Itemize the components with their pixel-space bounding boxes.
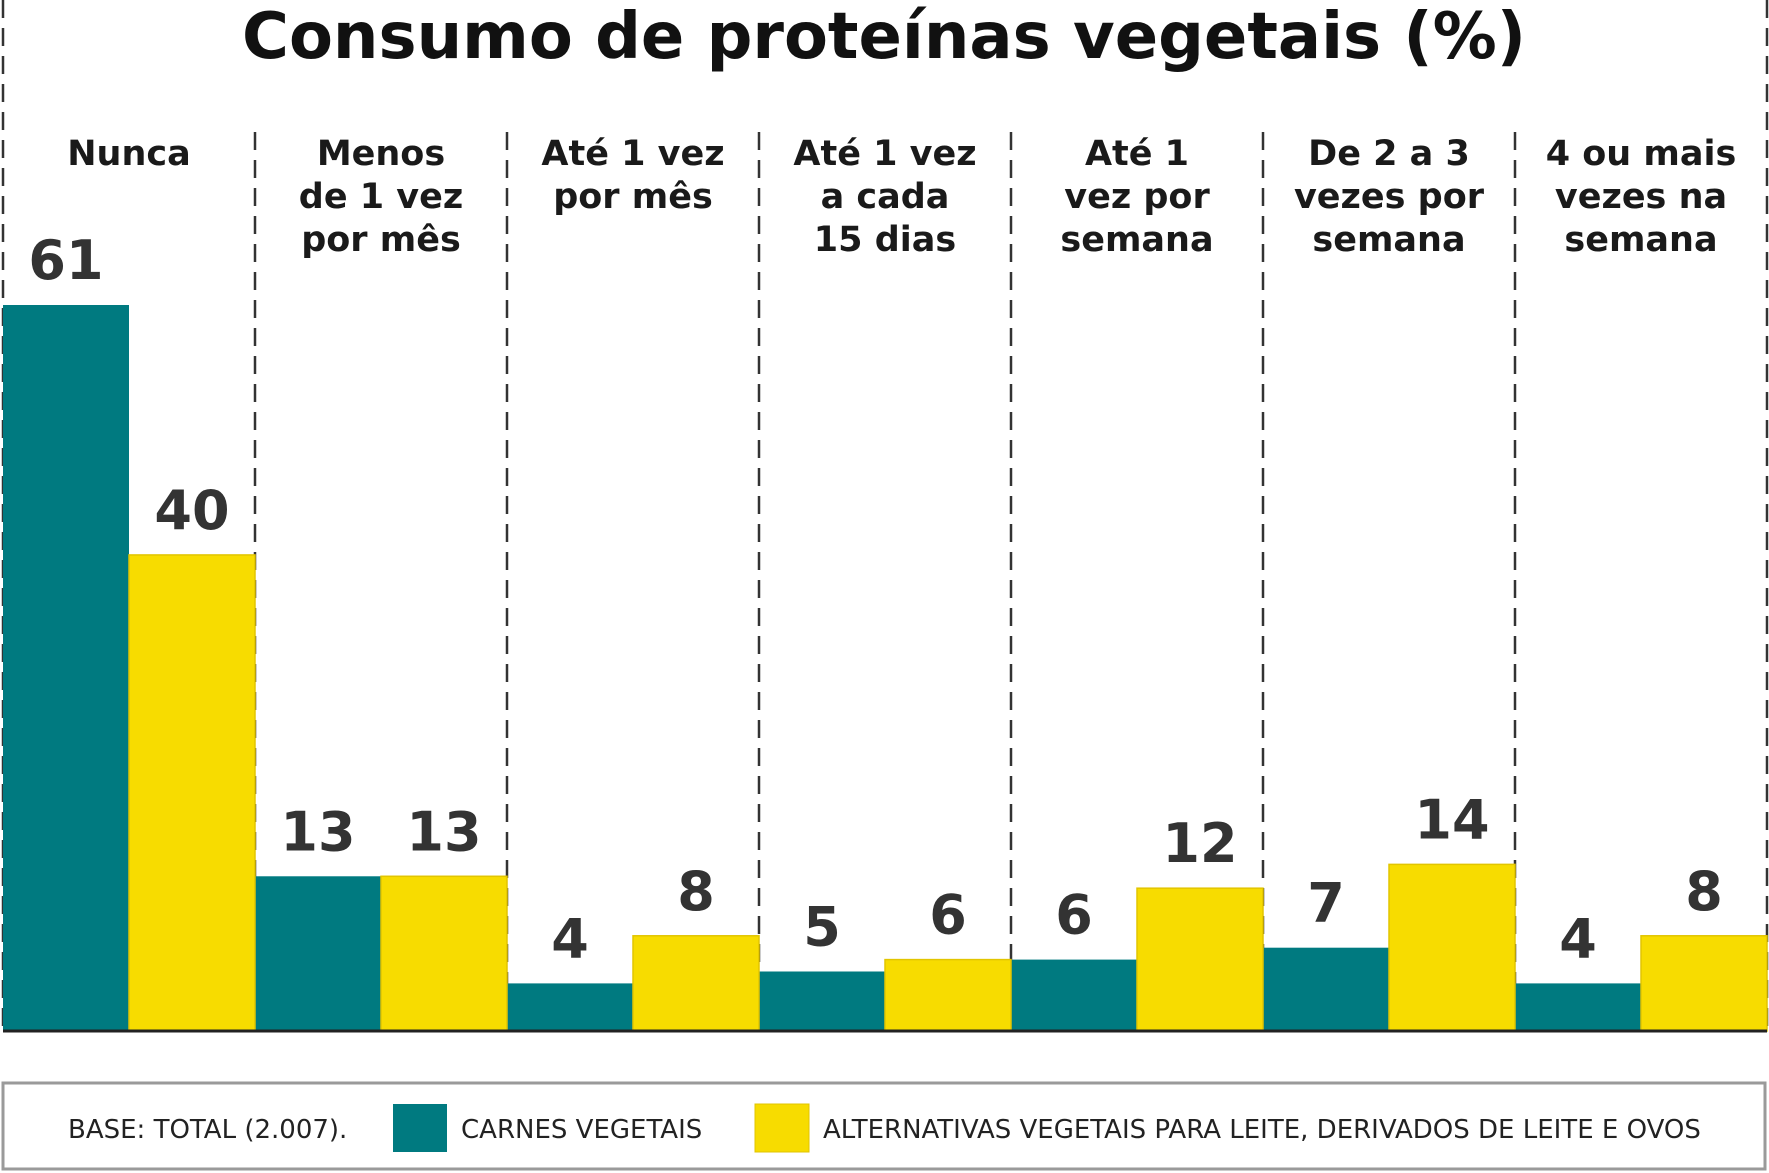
category-label-line: Até 1 vez bbox=[541, 134, 724, 174]
value-label: 14 bbox=[1414, 788, 1489, 851]
bar-alternativas-vegetais bbox=[632, 935, 760, 1032]
category-label-line: vezes na bbox=[1555, 177, 1727, 217]
category-label-line: Menos bbox=[317, 134, 445, 174]
category-label: Até 1 vez a cada 15 dias bbox=[793, 134, 976, 260]
value-label: 13 bbox=[406, 800, 481, 863]
category-label-line: semana bbox=[1564, 220, 1717, 260]
legend: BASE: TOTAL (2.007). CARNES VEGETAIS ALT… bbox=[1, 1081, 1767, 1171]
category-label-line: De 2 a 3 bbox=[1308, 134, 1470, 174]
legend-swatch-carnes bbox=[393, 1104, 447, 1152]
value-label: 13 bbox=[280, 800, 355, 863]
category-label-line: a cada bbox=[821, 177, 950, 217]
bar-carnes-vegetais bbox=[759, 971, 885, 1031]
bar-carnes-vegetais bbox=[1515, 983, 1641, 1031]
category-label-line: semana bbox=[1060, 220, 1213, 260]
value-label: 8 bbox=[677, 860, 715, 923]
value-label: 5 bbox=[803, 895, 841, 958]
bar-alternativas-vegetais bbox=[128, 554, 256, 1032]
bar-alternativas-vegetais bbox=[1640, 935, 1768, 1032]
category-label-line: Até 1 vez bbox=[793, 134, 976, 174]
chart-title: Consumo de proteínas vegetais (%) bbox=[242, 0, 1526, 74]
bars bbox=[3, 305, 1768, 1032]
value-labels: 61 13 4 5 6 7 4 40 13 8 6 12 14 8 bbox=[28, 229, 1722, 970]
bar-carnes-vegetais bbox=[507, 983, 633, 1031]
category-label-line: vezes por bbox=[1294, 177, 1485, 217]
category-label-line: Nunca bbox=[67, 134, 191, 174]
bar-alternativas-vegetais bbox=[884, 958, 1012, 1032]
bar-alternativas-vegetais bbox=[380, 875, 508, 1032]
value-label: 12 bbox=[1162, 812, 1237, 875]
category-label: De 2 a 3 vezes por semana bbox=[1294, 134, 1485, 260]
category-label: 4 ou mais vezes na semana bbox=[1546, 134, 1737, 260]
base-note: BASE: TOTAL (2.007). bbox=[68, 1115, 347, 1145]
value-label: 6 bbox=[1055, 884, 1093, 947]
category-label-line: vez por bbox=[1064, 177, 1210, 217]
category-label-line: Até 1 bbox=[1085, 134, 1189, 174]
value-label: 40 bbox=[154, 479, 229, 542]
category-label-line: semana bbox=[1312, 220, 1465, 260]
value-label: 61 bbox=[28, 229, 103, 292]
bar-carnes-vegetais bbox=[3, 305, 129, 1031]
bar-alternativas-vegetais bbox=[1136, 887, 1264, 1032]
category-label: Nunca bbox=[67, 134, 191, 174]
bar-alternativas-vegetais bbox=[1388, 863, 1516, 1032]
category-label: Até 1 vez por mês bbox=[541, 134, 724, 217]
category-label-line: por mês bbox=[553, 177, 713, 217]
value-label: 6 bbox=[929, 884, 967, 947]
bar-carnes-vegetais bbox=[1263, 947, 1389, 1031]
value-label: 8 bbox=[1685, 860, 1723, 923]
bar-carnes-vegetais bbox=[1011, 959, 1137, 1031]
category-label-line: 15 dias bbox=[814, 220, 956, 260]
category-label: Até 1 vez por semana bbox=[1060, 134, 1213, 260]
category-label-line: por mês bbox=[301, 220, 461, 260]
legend-box bbox=[1, 1081, 1767, 1171]
category-label-line: 4 ou mais bbox=[1546, 134, 1737, 174]
category-label-line: de 1 vez bbox=[299, 177, 463, 217]
bar-carnes-vegetais bbox=[255, 876, 381, 1031]
value-label: 7 bbox=[1307, 872, 1345, 935]
value-label: 4 bbox=[551, 907, 589, 970]
legend-label-alternativas: ALTERNATIVAS VEGETAIS PARA LEITE, DERIVA… bbox=[823, 1115, 1701, 1145]
legend-label-carnes: CARNES VEGETAIS bbox=[461, 1115, 702, 1145]
legend-swatch-alternativas bbox=[754, 1103, 810, 1153]
category-label: Menos de 1 vez por mês bbox=[299, 134, 463, 260]
value-label: 4 bbox=[1559, 907, 1597, 970]
